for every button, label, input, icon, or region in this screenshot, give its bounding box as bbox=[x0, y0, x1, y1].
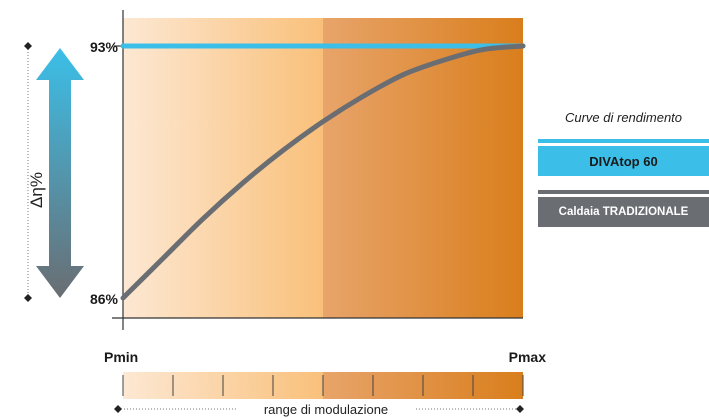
x-tick-label-pmax: Pmax bbox=[509, 349, 547, 365]
delta-eta-arrow bbox=[24, 42, 84, 302]
legend-box-divatop: DIVAtop 60 bbox=[538, 146, 709, 176]
legend-line-divatop bbox=[538, 139, 709, 143]
plot-band-low bbox=[123, 18, 323, 318]
scale-ticks bbox=[122, 375, 524, 396]
series-line-caldaia bbox=[120, 43, 526, 301]
y-tick-label-86: 86% bbox=[90, 291, 119, 307]
legend: Curve di rendimento DIVAtop 60 Caldaia T… bbox=[538, 110, 709, 241]
x-tick-label-pmin: Pmin bbox=[104, 349, 138, 365]
legend-item-caldaia: Caldaia TRADIZIONALE bbox=[538, 190, 709, 227]
legend-item-divatop: DIVAtop 60 bbox=[538, 139, 709, 176]
legend-title: Curve di rendimento bbox=[564, 110, 683, 125]
range-label: range di modulazione bbox=[264, 402, 388, 417]
y-tick-label-93: 93% bbox=[90, 39, 119, 55]
range-indicator bbox=[114, 405, 524, 413]
series-layer bbox=[120, 43, 526, 301]
y-axis-label: Δη% bbox=[27, 172, 46, 208]
legend-line-caldaia bbox=[538, 190, 709, 194]
plot-band-high bbox=[323, 18, 523, 318]
legend-box-caldaia: Caldaia TRADIZIONALE bbox=[538, 197, 709, 227]
